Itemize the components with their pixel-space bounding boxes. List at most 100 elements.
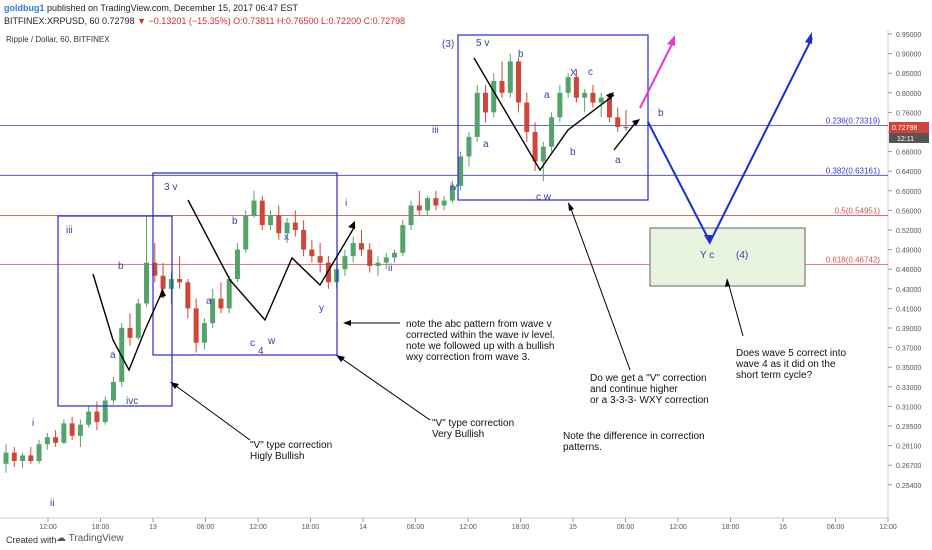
wave-path-arrows: [92, 57, 637, 372]
wave-label: b: [232, 216, 238, 227]
created-with-text: Created with: [6, 535, 57, 545]
fib-label: 0.5(0.54951): [835, 207, 881, 216]
candle-body: [532, 132, 538, 162]
box-wave-5: [457, 34, 649, 201]
price-tick-label: 0.68000: [896, 150, 921, 157]
wave-label: a: [483, 139, 489, 150]
price-tick-label: 0.60000: [896, 189, 921, 196]
candle-body: [61, 423, 67, 443]
candle-body: [557, 92, 563, 118]
magenta-arrow: [639, 39, 675, 109]
time-tick-label: 12:00: [459, 524, 477, 530]
wave-label: x: [284, 232, 289, 243]
arrowhead: [568, 202, 574, 211]
wave-label: a: [110, 350, 116, 361]
candle-body: [507, 61, 513, 93]
wave-path-left: [92, 273, 163, 372]
price-tick-label: 0.52000: [896, 228, 921, 235]
note-arrow-5: [727, 281, 744, 337]
time-tick-label: 06:00: [407, 524, 425, 530]
arrowhead: [170, 382, 179, 389]
note-2-line: Very Bullish: [432, 429, 484, 440]
candle-body: [86, 411, 92, 425]
price-tick-label: 0.25400: [896, 483, 921, 490]
candle-body: [251, 200, 257, 216]
candle-body: [516, 61, 522, 103]
candle-body: [309, 249, 315, 257]
time-axis: 12:00 18:00 13 06:00 12:00 18:00 14 06:00 12:00 1…: [39, 518, 897, 530]
note-1-line: Higly Bullish: [250, 451, 304, 462]
magenta-arrowhead: [667, 35, 675, 46]
candle-body: [375, 262, 381, 266]
wave-label: b: [518, 49, 524, 60]
candle-body: [392, 252, 398, 258]
notes: "V" type correction Higly Bullish "V" ty…: [250, 319, 846, 462]
wave-label: w: [267, 336, 276, 347]
candle-body: [383, 257, 389, 263]
candle-body: [301, 230, 307, 250]
ohlc-values: O:0.73811 H:0.76500 L:0.72200 C:0.72798: [233, 16, 406, 26]
candle-body: [69, 423, 75, 436]
projection-arrowhead: [805, 32, 812, 44]
arrowhead: [725, 278, 730, 287]
note-6-line: short term cycle?: [736, 370, 813, 381]
arrowhead: [159, 288, 166, 298]
price-tick-label: 0.49000: [896, 248, 921, 255]
symbol-name: BITFINEX:XRPUSD, 60: [4, 16, 100, 26]
candle-body: [77, 424, 83, 436]
candle-body: [540, 146, 546, 162]
candles: [3, 53, 629, 473]
candle-body: [53, 437, 59, 443]
price-chart[interactable]: Ripple / Dollar, 60, BITFINEX 0.95000 0.9…: [0, 30, 932, 530]
note-5-line: patterns.: [563, 442, 602, 453]
price-tick-label: 0.37000: [896, 346, 921, 353]
candle-body: [135, 303, 141, 338]
candle-body: [615, 117, 621, 128]
candle-body: [102, 400, 108, 423]
candle-body: [168, 279, 174, 289]
candle-body: [474, 92, 480, 137]
time-tick-label: 12:00: [669, 524, 687, 530]
price-tick-label: 0.29500: [896, 424, 921, 431]
candle-body: [185, 282, 191, 309]
price-tick-label: 0.85000: [896, 71, 921, 78]
time-tag: [889, 133, 929, 143]
wave-label: 4: [258, 346, 264, 357]
wave-label: Y c: [700, 250, 714, 261]
candle-body: [549, 117, 555, 147]
tradingview-logo[interactable]: ☁ TradingView: [56, 533, 124, 544]
note-3-line: note we followed up with a bullish: [406, 341, 554, 352]
candle-body: [94, 411, 100, 423]
time-tick-label: 12:00: [879, 524, 897, 530]
note-arrow-1: [171, 382, 251, 441]
price-tick-label: 0.43000: [896, 287, 921, 294]
note-3-line: corrected within the wave iv level.: [406, 330, 555, 341]
candle-body: [408, 205, 414, 226]
arrowhead: [348, 221, 355, 229]
target-zone: [649, 227, 806, 287]
wave-label: (3): [442, 39, 454, 50]
wave-label: iii: [66, 225, 73, 236]
price-tick-label: 0.31000: [896, 404, 921, 411]
wave-label: c w: [536, 192, 552, 203]
wave-path-top-end: [613, 121, 637, 151]
wave-label: 3 v: [164, 182, 177, 193]
note-arrowheads: [170, 202, 730, 389]
chart-legend-title: Ripple / Dollar, 60, BITFINEX: [6, 35, 110, 44]
time-tick-label: 12:00: [249, 524, 267, 530]
candle-body: [144, 262, 150, 304]
wave-label: i: [32, 418, 34, 429]
current-price-tag: [889, 122, 929, 133]
candle-body: [234, 249, 240, 279]
candle-body: [268, 215, 274, 226]
publish-line: goldbug1 published on TradingView.com, D…: [4, 3, 298, 13]
candle-body: [449, 185, 455, 201]
candle-body: [218, 298, 224, 309]
arrowhead: [606, 92, 614, 100]
candle-body: [441, 200, 447, 206]
down-arrow-icon: ▼: [137, 16, 147, 26]
box-wave-iii: [57, 215, 173, 407]
candle-body: [573, 77, 579, 98]
author-link[interactable]: goldbug1: [4, 3, 45, 13]
price-axis: 0.950000.900000.850000.800000.760000.720…: [888, 32, 921, 490]
